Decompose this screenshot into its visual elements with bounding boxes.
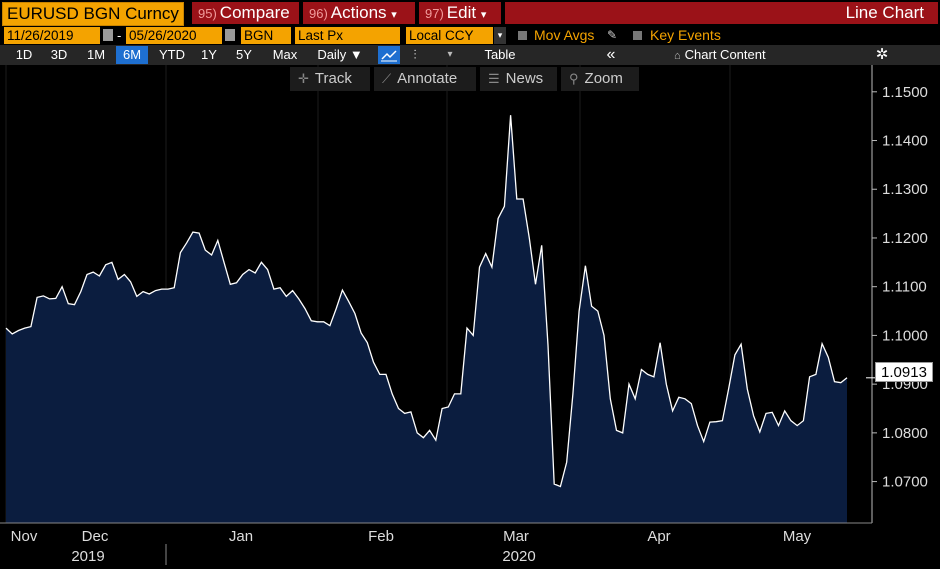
range-bar [0,45,940,65]
mov-avgs-checkbox[interactable] [518,31,527,40]
key-events-checkbox[interactable] [633,31,642,40]
price-field-select[interactable]: Last Px [295,27,400,44]
news-button[interactable]: ☰ News [480,67,557,91]
news-icon: ☰ [488,71,500,86]
chart-content-label: Chart Content [684,47,766,62]
chart-content-icon: ⌂ [674,50,681,62]
range-6m[interactable]: 6M [116,46,148,64]
chevron-down-icon: ▾ [480,9,487,21]
zoom-icon: ⚲ [569,71,579,86]
compare-number: 95) [198,6,217,21]
range-max[interactable]: Max [272,47,298,62]
currency-select[interactable]: Local CCY [406,27,493,44]
track-button[interactable]: ✛ Track [290,67,370,91]
actions-number: 96) [309,6,328,21]
y-tick-label: 1.1000 [882,327,928,344]
series-line [5,115,848,488]
calendar-icon[interactable] [225,29,235,41]
date-separator: - [117,28,122,43]
track-label: Track [314,70,352,87]
x-tick-label: May [783,528,812,545]
year-label: 2019 [71,548,104,565]
pencil-icon[interactable]: ✎ [607,28,618,42]
x-tick-label: Dec [82,528,109,545]
gear-icon[interactable]: ✲ [875,46,889,63]
ticker-field[interactable]: EURUSD BGN Curncy [2,2,184,26]
chevron-down-icon[interactable]: ▾ [494,27,506,44]
candle-chart-icon[interactable]: ⫶ [413,47,417,62]
x-tick-label: Apr [647,528,670,545]
y-tick-label: 1.1500 [882,84,928,101]
annotate-icon: ⟋ [382,71,392,86]
series-area [6,115,847,523]
mov-avgs-label: Mov Avgs [534,27,595,43]
news-label: News [505,70,544,87]
y-tick-label: 1.0700 [882,474,928,491]
compare-button[interactable]: 95) Compare [192,2,299,24]
zoom-button[interactable]: ⚲ Zoom [561,67,639,91]
chart-content-button[interactable]: ⌂ Chart Content [674,46,784,64]
range-3d[interactable]: 3D [50,47,68,62]
end-date-input[interactable]: 05/26/2020 [126,27,222,44]
range-1d[interactable]: 1D [15,47,33,62]
zoom-label: Zoom [584,70,623,87]
line-chart-icon[interactable] [378,46,400,64]
y-tick-label: 1.1100 [882,279,927,296]
annotate-label: Annotate [397,70,458,87]
frequency-select[interactable]: Daily ▼ [317,47,363,62]
collapse-icon[interactable]: « [606,46,616,63]
y-tick-label: 1.1300 [882,181,928,198]
x-tick-label: Jan [229,528,253,545]
range-5y[interactable]: 5Y [236,47,252,62]
y-tick-label: 1.1400 [882,133,928,150]
y-tick-label: 1.1200 [882,230,928,247]
x-tick-label: Mar [503,528,529,545]
range-ytd[interactable]: YTD [159,47,185,62]
key-events-label: Key Events [650,27,721,43]
range-1y[interactable]: 1Y [201,47,217,62]
range-1m[interactable]: 1M [86,47,106,62]
y-tick-label: 1.0800 [882,425,928,442]
x-tick-label: Nov [11,528,38,545]
chart-type-title: Line Chart [845,3,924,22]
edit-button[interactable]: 97) Edit ▾ [419,2,501,24]
title-bar [505,2,938,24]
source-field[interactable]: BGN [241,27,291,44]
chevron-down-icon: ▾ [391,9,397,21]
actions-label: Actions [330,3,387,22]
edit-label: Edit [446,3,477,22]
table-button[interactable]: Table [484,47,516,62]
year-label: 2020 [502,548,535,565]
actions-button[interactable]: 96) Actions ▾ [303,2,415,24]
calendar-icon[interactable] [103,29,113,41]
start-date-input[interactable]: 11/26/2019 [4,27,100,44]
chevron-down-icon[interactable]: ▾ [447,49,453,60]
last-price-label: 1.0913 [875,362,933,382]
edit-number: 97) [425,6,444,21]
compare-label: Compare [219,3,290,22]
crosshair-icon: ✛ [298,71,309,86]
annotate-button[interactable]: ⟋ Annotate [374,67,476,91]
x-tick-label: Feb [368,528,394,545]
